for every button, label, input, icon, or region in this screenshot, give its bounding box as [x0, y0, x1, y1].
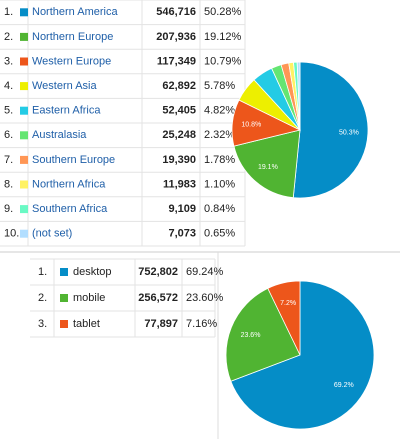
percent: 23.60%	[186, 292, 224, 304]
count: 25,248	[162, 129, 196, 141]
rank: 3.	[4, 55, 13, 67]
legend-swatch	[20, 106, 28, 115]
category-name: Western Asia	[32, 80, 97, 92]
rank: 1.	[4, 6, 13, 18]
pie-slice	[296, 61, 301, 131]
rank: 3.	[38, 318, 47, 330]
pie-slice	[230, 280, 375, 430]
count: 256,572	[138, 292, 178, 304]
percent: 1.10%	[204, 178, 235, 190]
count: 11,983	[163, 178, 196, 190]
rank: 6.	[4, 129, 13, 141]
count: 19,390	[162, 154, 196, 166]
slice-label: 23.6%	[241, 332, 261, 339]
rank: 5.	[4, 105, 13, 117]
count: 9,109	[168, 203, 196, 215]
percent: 69.24%	[186, 266, 224, 278]
pie-slice	[267, 280, 301, 356]
slice-label: 19.1%	[258, 164, 278, 171]
rank: 7.	[4, 154, 13, 166]
category-name: desktop	[73, 266, 112, 278]
count: 7,073	[168, 228, 196, 240]
category-name: tablet	[73, 318, 100, 330]
category-name: Eastern Africa	[32, 105, 101, 117]
rank: 9.	[4, 203, 13, 215]
percent: 7.16%	[186, 318, 217, 330]
percent: 10.79%	[204, 55, 242, 67]
pie-slice	[233, 129, 301, 199]
legend-swatch	[20, 82, 28, 91]
category-name: mobile	[73, 292, 105, 304]
category-name: Southern Europe	[32, 154, 115, 166]
legend-swatch	[60, 294, 68, 302]
category-name: Northern Africa	[32, 178, 106, 190]
slice-label: 7.2%	[280, 300, 296, 307]
legend-swatch	[20, 32, 28, 41]
category-name: Southern Africa	[32, 203, 108, 215]
category-name: (not set)	[32, 228, 72, 240]
rank: 2.	[4, 31, 13, 43]
percent: 0.65%	[204, 228, 235, 240]
category-name: Western Europe	[32, 55, 111, 67]
slice-label: 50.3%	[339, 129, 359, 136]
percent: 5.78%	[204, 80, 235, 92]
legend-swatch	[60, 320, 68, 328]
percent: 19.12%	[204, 31, 242, 43]
legend-swatch	[20, 229, 28, 238]
pie-slice	[292, 61, 369, 199]
count: 752,802	[138, 266, 178, 278]
pie-slice	[225, 287, 301, 382]
legend-swatch	[20, 8, 28, 17]
legend-swatch	[20, 205, 28, 214]
rank: 10.	[4, 228, 19, 240]
category-name: Australasia	[32, 129, 87, 141]
count: 77,897	[144, 318, 178, 330]
rank: 8.	[4, 178, 13, 190]
count: 207,936	[156, 31, 196, 43]
legend-swatch	[60, 268, 68, 276]
percent: 50.28%	[204, 6, 242, 18]
category-name: Northern America	[32, 6, 118, 18]
count: 52,405	[162, 105, 196, 117]
legend-swatch	[20, 131, 28, 140]
legend-swatch	[20, 180, 28, 189]
percent: 0.84%	[204, 203, 235, 215]
legend-swatch	[20, 155, 28, 164]
count: 117,349	[157, 55, 196, 67]
rank: 2.	[38, 292, 47, 304]
percent: 2.32%	[204, 129, 235, 141]
count: 546,716	[156, 6, 196, 18]
slice-label: 10.8%	[241, 122, 261, 129]
count: 62,892	[162, 80, 196, 92]
percent: 1.78%	[204, 154, 235, 166]
rank: 4.	[4, 80, 13, 92]
percent: 4.82%	[204, 105, 235, 117]
rank: 1.	[38, 266, 47, 278]
legend-swatch	[20, 57, 28, 66]
slice-label: 69.2%	[334, 382, 354, 389]
category-name: Northern Europe	[32, 31, 113, 43]
